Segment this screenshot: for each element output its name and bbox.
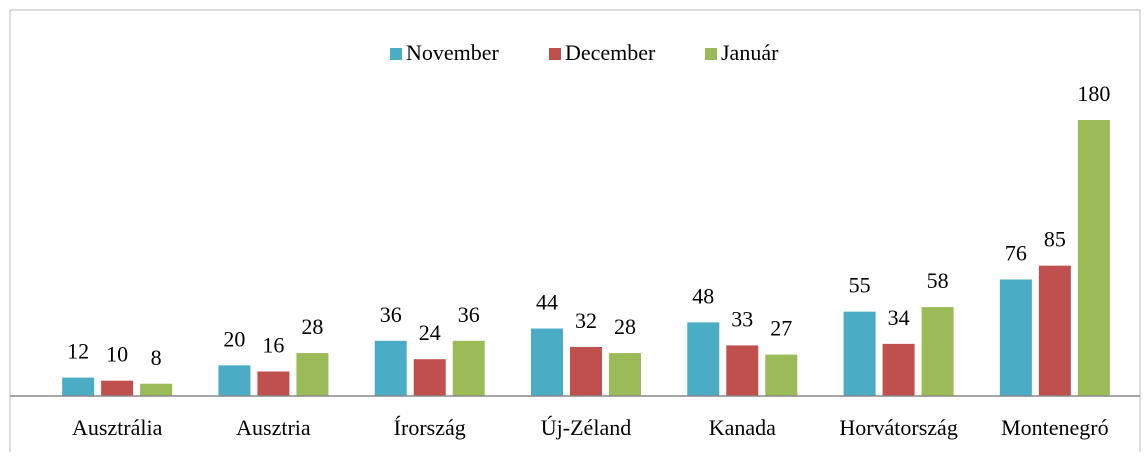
data-label: 12 <box>67 339 89 364</box>
legend-label: November <box>406 40 500 65</box>
bar <box>1038 265 1071 396</box>
data-label: 85 <box>1044 227 1066 252</box>
bar <box>62 377 95 396</box>
bar <box>687 322 720 396</box>
bar <box>843 311 876 396</box>
data-label: 28 <box>301 314 323 339</box>
data-label: 36 <box>458 302 480 327</box>
bar <box>101 380 134 396</box>
data-label: 34 <box>888 305 910 330</box>
bar <box>257 371 290 396</box>
data-label: 58 <box>927 268 949 293</box>
data-label: 55 <box>849 273 871 298</box>
data-label: 28 <box>614 314 636 339</box>
bar <box>1077 120 1110 396</box>
bar <box>882 343 915 396</box>
x-tick-label: Kanada <box>709 415 776 440</box>
data-label: 8 <box>151 345 162 370</box>
bar <box>531 328 563 396</box>
bar <box>921 307 954 396</box>
data-label: 27 <box>770 316 792 341</box>
bar <box>374 340 407 396</box>
legend-label: Január <box>721 40 779 65</box>
legend-label: December <box>565 40 656 65</box>
bar <box>296 353 329 396</box>
bar <box>218 365 251 396</box>
bar <box>999 279 1032 396</box>
data-label: 10 <box>106 342 128 367</box>
data-label: 44 <box>536 290 558 315</box>
data-label: 32 <box>575 308 597 333</box>
data-label: 16 <box>262 333 284 358</box>
x-tick-label: Írország <box>394 415 466 440</box>
data-label: 36 <box>380 302 402 327</box>
data-label: 76 <box>1005 241 1027 266</box>
bar <box>609 353 641 396</box>
bar <box>726 345 759 396</box>
data-label: 180 <box>1077 81 1110 106</box>
x-tick-label: Új-Zéland <box>541 415 631 440</box>
legend-swatch <box>390 48 402 60</box>
data-label: 20 <box>223 326 245 351</box>
legend-swatch <box>549 48 561 60</box>
data-label: 24 <box>419 320 441 345</box>
bar <box>140 383 173 396</box>
x-tick-label: Ausztrália <box>72 415 163 440</box>
bar <box>413 359 446 396</box>
x-tick-label: Montenegró <box>1001 415 1109 440</box>
x-tick-label: Horvátország <box>839 415 958 440</box>
bar <box>452 340 485 396</box>
data-label: 48 <box>692 283 714 308</box>
data-label: 33 <box>731 306 753 331</box>
legend-swatch <box>705 48 717 60</box>
x-tick-label: Ausztria <box>236 415 311 440</box>
bar <box>765 354 798 396</box>
bar <box>570 346 602 396</box>
